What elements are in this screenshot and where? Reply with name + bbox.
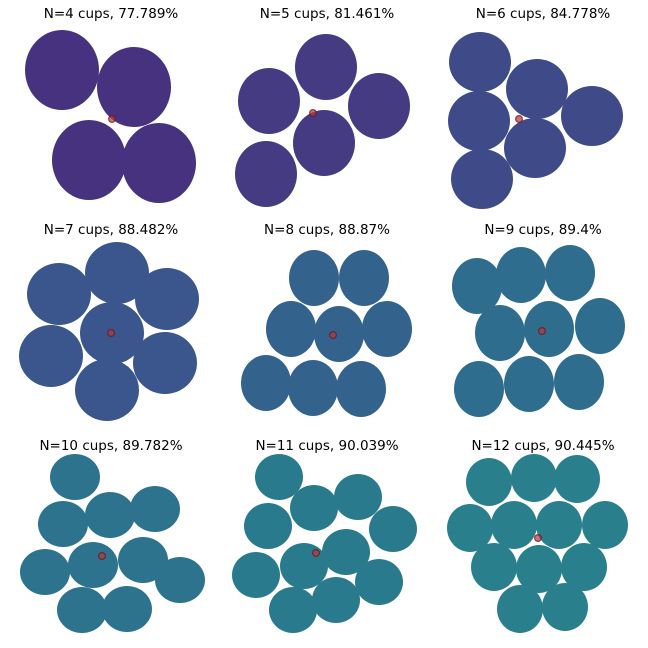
subplot-n8: N=8 cups, 88.87% <box>216 216 432 432</box>
subplot-n10: N=10 cups, 89.782% <box>0 432 216 648</box>
packing-plot-n7 <box>19 242 199 421</box>
subplot-n5: N=5 cups, 81.461% <box>216 0 432 216</box>
packing-plot-n11 <box>232 454 417 633</box>
subplot-n7: N=7 cups, 88.482% <box>0 216 216 432</box>
packing-plot-n8 <box>241 250 412 417</box>
subplot-n9: N=9 cups, 89.4% <box>432 216 648 432</box>
subplot-title-n7: N=7 cups, 88.482% <box>43 222 179 238</box>
packing-plot-n10 <box>20 454 205 633</box>
subplot-n4: N=4 cups, 77.789% <box>0 0 216 216</box>
packing-plot-n9 <box>452 245 625 417</box>
packing-plot-n4 <box>25 30 196 203</box>
subplot-title-n6: N=6 cups, 84.778% <box>475 6 611 22</box>
subplot-title-n4: N=4 cups, 77.789% <box>43 6 179 22</box>
subplot-title-n9: N=9 cups, 89.4% <box>484 222 602 238</box>
subplot-title-n5: N=5 cups, 81.461% <box>259 6 395 22</box>
subplot-title-n10: N=10 cups, 89.782% <box>39 438 183 454</box>
subplot-title-n8: N=8 cups, 88.87% <box>264 222 390 238</box>
packing-plot-n5 <box>235 34 410 207</box>
subplot-n12: N=12 cups, 90.445% <box>432 432 648 648</box>
subplot-n11: N=11 cups, 90.039% <box>216 432 432 648</box>
subplot-title-n12: N=12 cups, 90.445% <box>471 438 615 454</box>
subplot-n6: N=6 cups, 84.778% <box>432 0 648 216</box>
packing-plot-n6 <box>448 32 623 209</box>
packing-plot-n12 <box>447 454 628 633</box>
subplot-title-n11: N=11 cups, 90.039% <box>255 438 399 454</box>
